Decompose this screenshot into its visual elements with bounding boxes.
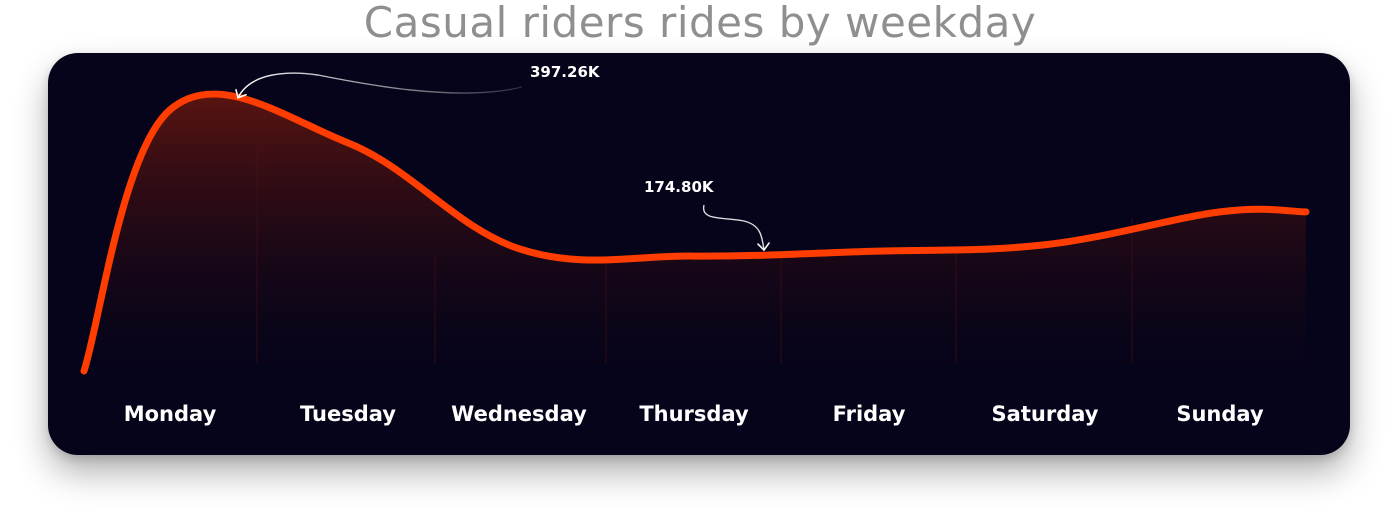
chart-title: Casual riders rides by weekday bbox=[363, 0, 1037, 47]
annotation-label: 174.80K bbox=[644, 178, 715, 196]
area-fill bbox=[84, 94, 1306, 372]
annotation: 174.80K bbox=[644, 178, 770, 252]
x-tick-label: Wednesday bbox=[451, 402, 587, 426]
x-tick-label: Friday bbox=[833, 402, 906, 426]
annotation-label: 397.26K bbox=[530, 63, 601, 81]
x-tick-label: Saturday bbox=[992, 402, 1099, 426]
series-line bbox=[80, 90, 1310, 375]
x-tick-label: Sunday bbox=[1176, 402, 1264, 426]
x-tick-label: Monday bbox=[124, 402, 217, 426]
x-tick-label: Tuesday bbox=[300, 402, 396, 426]
x-tick-label: Thursday bbox=[639, 402, 749, 426]
area-chart: 397.26K 174.80K Monday Tuesday Wednesday Thu… bbox=[80, 63, 1310, 426]
arrowhead-icon bbox=[757, 242, 770, 252]
arrowhead-icon bbox=[235, 89, 247, 99]
annotation-arrow bbox=[703, 204, 765, 251]
chart-card: 397.26K 174.80K Monday Tuesday Wednesday Thu… bbox=[48, 53, 1350, 455]
annotation-arrow bbox=[237, 72, 523, 99]
annotation: 397.26K bbox=[235, 63, 601, 99]
